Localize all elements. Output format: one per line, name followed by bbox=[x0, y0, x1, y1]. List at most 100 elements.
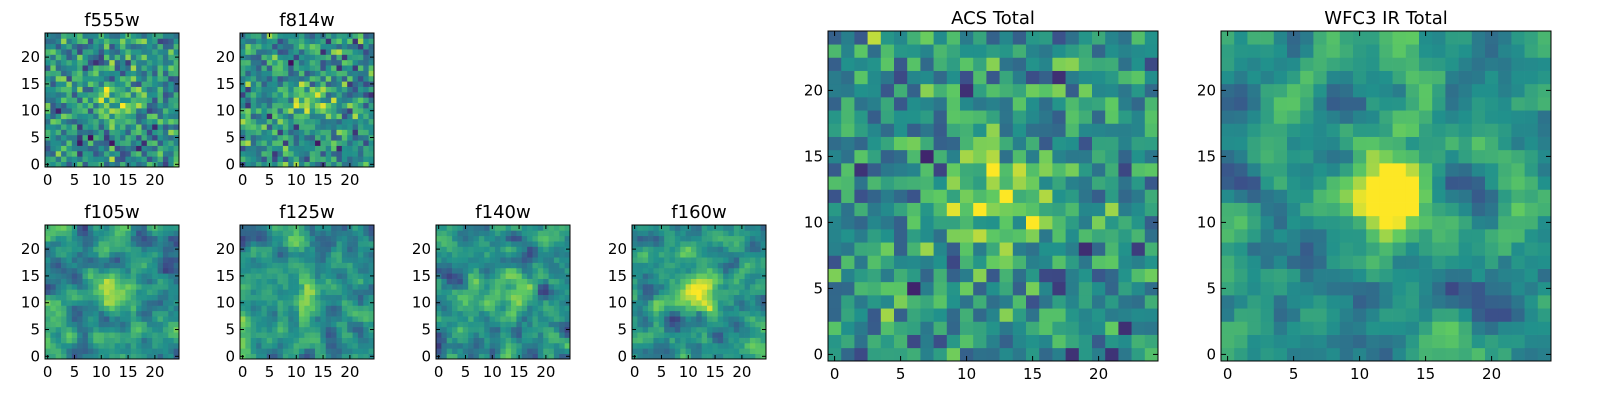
heatmap-cell bbox=[282, 262, 289, 269]
heatmap-cell bbox=[1105, 136, 1119, 151]
heatmap-cell bbox=[717, 294, 724, 301]
heatmap-cell bbox=[136, 342, 142, 349]
heatmap-cell bbox=[315, 124, 321, 130]
heatmap-cell bbox=[1078, 70, 1093, 85]
heatmap-cell bbox=[325, 294, 332, 301]
heatmap-cell bbox=[173, 342, 180, 349]
heatmap-cell bbox=[548, 267, 555, 274]
heatmap-cell bbox=[87, 326, 94, 333]
heatmap-cell bbox=[136, 140, 142, 146]
heatmap-cell bbox=[103, 49, 110, 55]
heatmap-cell bbox=[109, 310, 116, 317]
heatmap-cell bbox=[272, 241, 278, 247]
heatmap-cell bbox=[77, 305, 83, 312]
heatmap-cell bbox=[245, 81, 252, 87]
heatmap-cell bbox=[933, 242, 948, 256]
heatmap-cell bbox=[261, 332, 268, 338]
heatmap-cell bbox=[744, 353, 751, 360]
heatmap-cell bbox=[309, 150, 316, 157]
heatmap-cell bbox=[701, 278, 708, 285]
heatmap-cell bbox=[309, 251, 316, 258]
heatmap-cell bbox=[325, 145, 332, 152]
heatmap-cell bbox=[261, 273, 268, 279]
heatmap-cell bbox=[1353, 215, 1367, 230]
heatmap-cell bbox=[696, 316, 703, 322]
heatmap-cell bbox=[478, 283, 485, 290]
heatmap-cell bbox=[130, 278, 137, 285]
heatmap-cell bbox=[637, 246, 644, 253]
heatmap-cell bbox=[484, 332, 490, 338]
heatmap-cell bbox=[152, 49, 158, 55]
heatmap-cell bbox=[266, 251, 273, 258]
heatmap-cell bbox=[642, 321, 649, 328]
heatmap-cell bbox=[114, 251, 121, 258]
heatmap-cell bbox=[749, 326, 756, 333]
heatmap-cell bbox=[1458, 163, 1473, 177]
heatmap-cell bbox=[907, 308, 921, 322]
heatmap-cell bbox=[114, 294, 121, 301]
heatmap-cell bbox=[733, 251, 740, 258]
heatmap-cell bbox=[341, 267, 348, 274]
heatmap-cell bbox=[256, 38, 262, 45]
heatmap-cell bbox=[61, 267, 67, 274]
heatmap-cell bbox=[320, 316, 327, 322]
heatmap-cell bbox=[66, 145, 73, 152]
heatmap-cell bbox=[1118, 229, 1132, 243]
heatmap-cell bbox=[277, 91, 284, 98]
heatmap-cell bbox=[162, 283, 169, 290]
heatmap-cell bbox=[739, 289, 745, 296]
heatmap-cell bbox=[357, 278, 364, 285]
heatmap-cell bbox=[98, 43, 105, 50]
heatmap-cell bbox=[446, 353, 453, 360]
heatmap-cell bbox=[1471, 242, 1486, 256]
heatmap-cell bbox=[50, 342, 57, 349]
heatmap-cell bbox=[77, 241, 83, 247]
heatmap-cell bbox=[240, 310, 246, 317]
heatmap-cell bbox=[168, 140, 174, 146]
heatmap-cell bbox=[669, 262, 676, 269]
heatmap-cell bbox=[66, 118, 73, 125]
heatmap-cell bbox=[468, 321, 474, 328]
heatmap-cell bbox=[894, 31, 908, 45]
heatmap-cell bbox=[728, 289, 735, 296]
heatmap-cell bbox=[478, 278, 485, 285]
heatmap-cell bbox=[50, 235, 57, 242]
heatmap-cell bbox=[109, 124, 116, 130]
heatmap-cell bbox=[537, 321, 544, 328]
heatmap-cell bbox=[1353, 281, 1367, 296]
heatmap-cell bbox=[1537, 189, 1552, 203]
heatmap-cell bbox=[240, 283, 246, 290]
heatmap-cell bbox=[141, 278, 148, 285]
heatmap-cell bbox=[50, 161, 57, 168]
heatmap-cell bbox=[98, 241, 105, 247]
heatmap-cell bbox=[357, 310, 364, 317]
y-tick-label: 5 bbox=[617, 321, 627, 339]
heatmap-cell bbox=[368, 251, 375, 258]
heatmap-cell bbox=[136, 97, 142, 104]
heatmap-cell bbox=[1039, 202, 1053, 217]
x-tick-label: 15 bbox=[1023, 365, 1042, 383]
heatmap-cell bbox=[157, 294, 164, 301]
heatmap-cell bbox=[500, 273, 507, 279]
heatmap-cell bbox=[66, 337, 73, 344]
heatmap-cell bbox=[543, 337, 549, 344]
heatmap-cell bbox=[1405, 255, 1420, 269]
heatmap-cell bbox=[146, 91, 153, 98]
heatmap-cell bbox=[157, 321, 164, 328]
heatmap-cell bbox=[71, 348, 78, 354]
heatmap-cell bbox=[293, 326, 300, 333]
heatmap-cell bbox=[136, 124, 142, 130]
heatmap-cell bbox=[66, 33, 73, 39]
heatmap-cell bbox=[77, 65, 83, 71]
heatmap-cell bbox=[298, 129, 305, 136]
heatmap-cell bbox=[93, 332, 99, 338]
heatmap-cell bbox=[120, 294, 126, 301]
heatmap-cell bbox=[325, 257, 332, 263]
x-tick-label: 15 bbox=[510, 363, 529, 381]
heatmap-cell bbox=[468, 337, 474, 344]
heatmap-cell bbox=[521, 326, 528, 333]
heatmap-cell bbox=[484, 294, 490, 301]
heatmap-cell bbox=[331, 267, 337, 274]
heatmap-cell bbox=[103, 161, 110, 168]
heatmap-cell bbox=[141, 235, 148, 242]
